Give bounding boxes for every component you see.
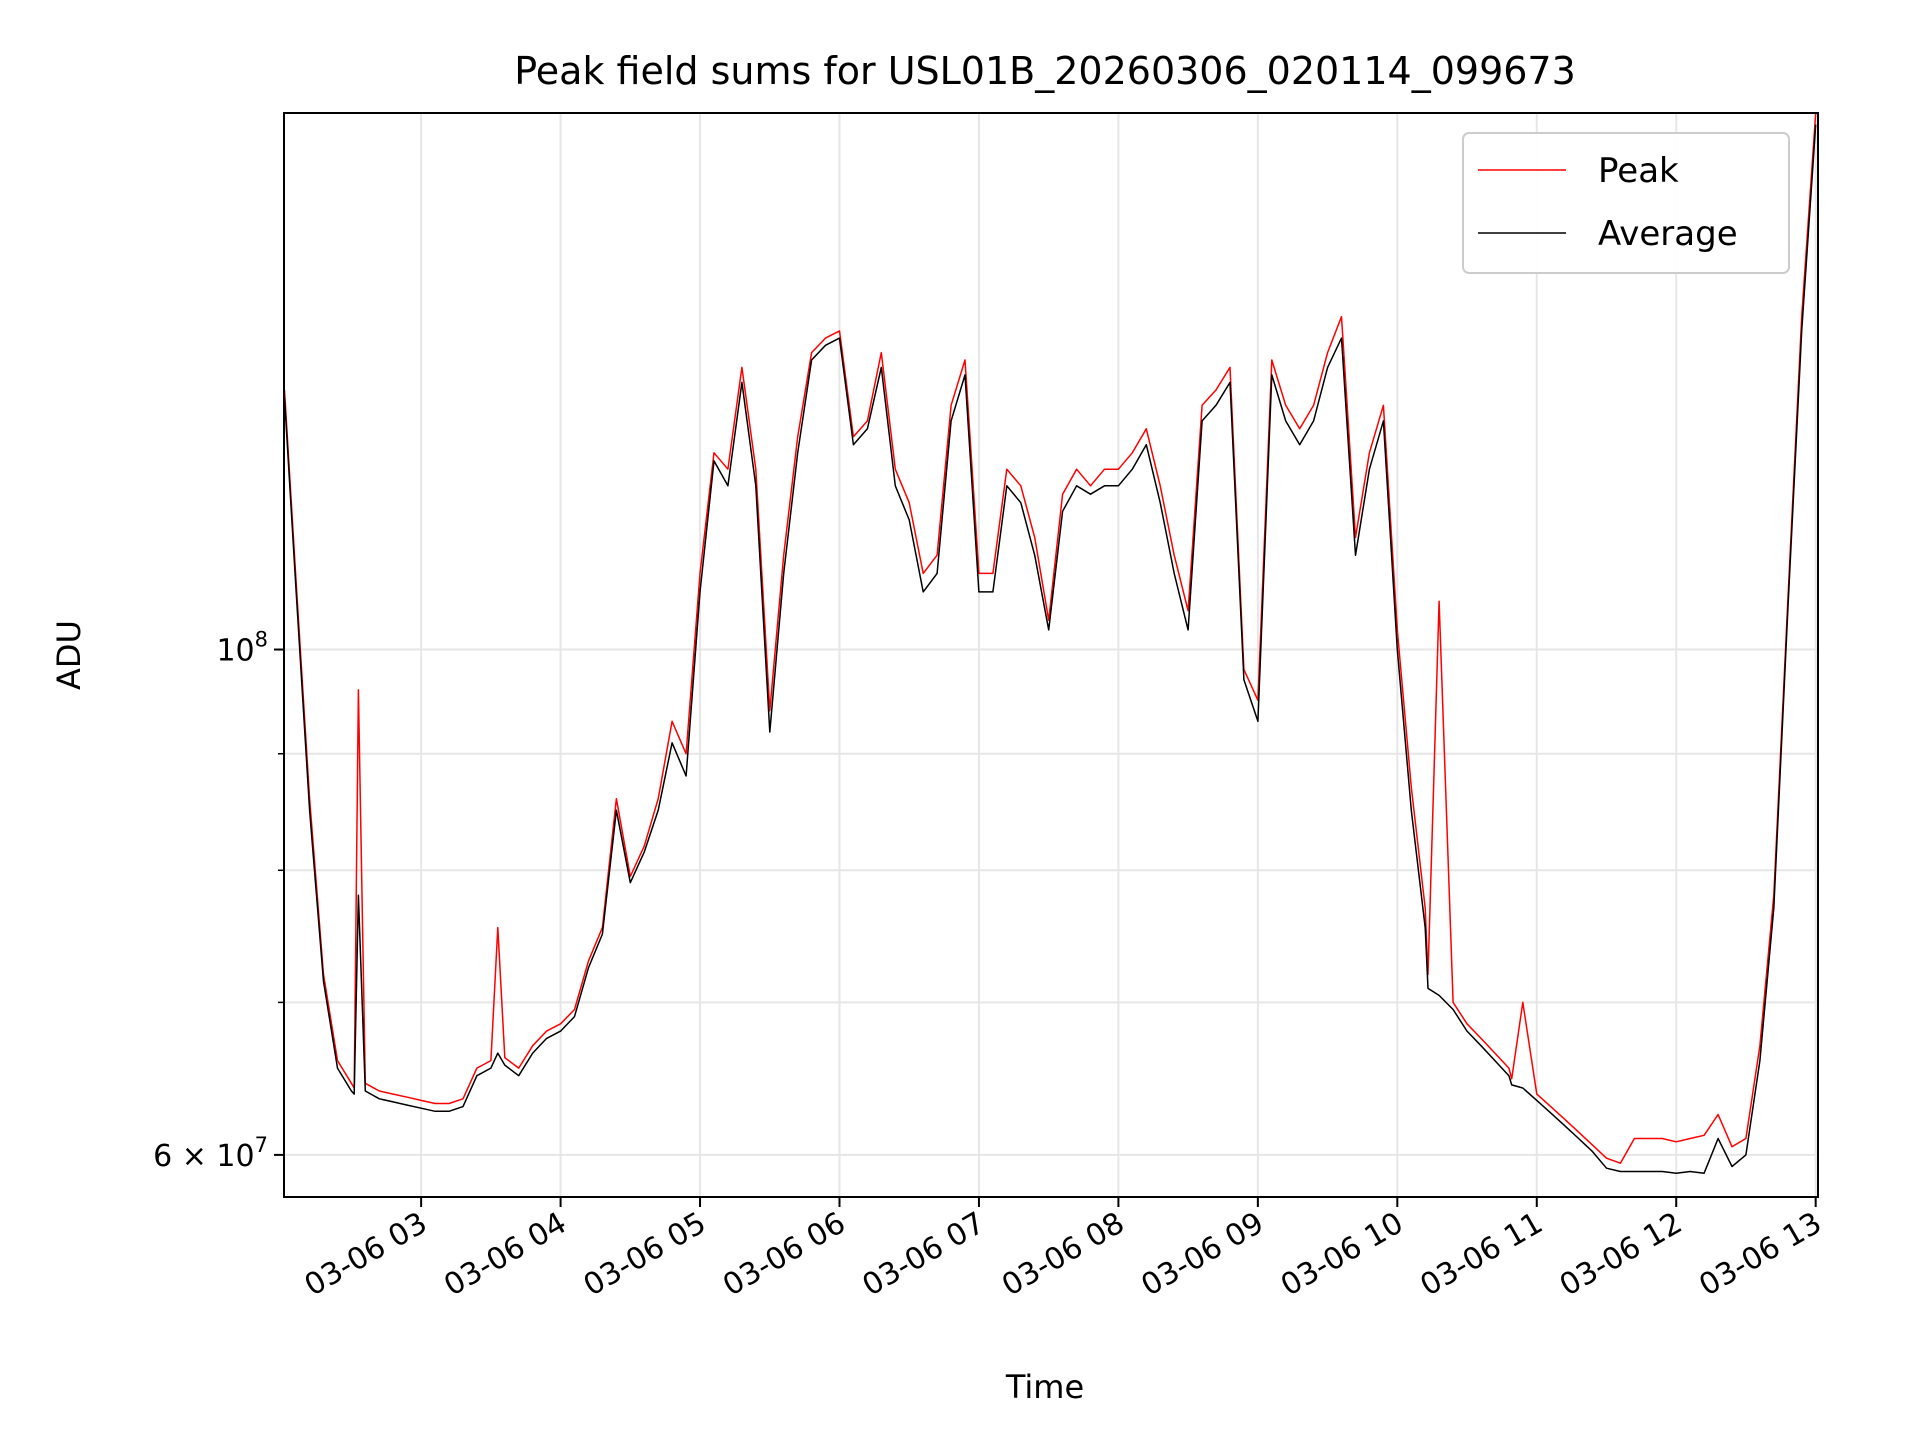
- grid: [284, 113, 1818, 1197]
- legend-box: [1462, 132, 1790, 274]
- plot-frame: [283, 112, 1819, 1198]
- series-line-average: [283, 124, 1817, 1174]
- legend-average-label: Average: [1598, 214, 1738, 254]
- legend: Peak Average: [1462, 132, 1790, 274]
- y-tick-label: 108: [216, 628, 268, 669]
- x-axis-label: Time: [1005, 1368, 1084, 1406]
- chart-title: Peak field sums for USL01B_20260306_0201…: [514, 49, 1576, 93]
- y-tick-label: 6 × 107: [153, 1133, 268, 1174]
- y-axis: 108 6 × 107: [153, 628, 284, 1174]
- series-line-peak: [283, 112, 1817, 1164]
- y-axis-label: ADU: [50, 620, 88, 690]
- series-layer: [283, 112, 1817, 1174]
- legend-peak-label: Peak: [1598, 151, 1679, 191]
